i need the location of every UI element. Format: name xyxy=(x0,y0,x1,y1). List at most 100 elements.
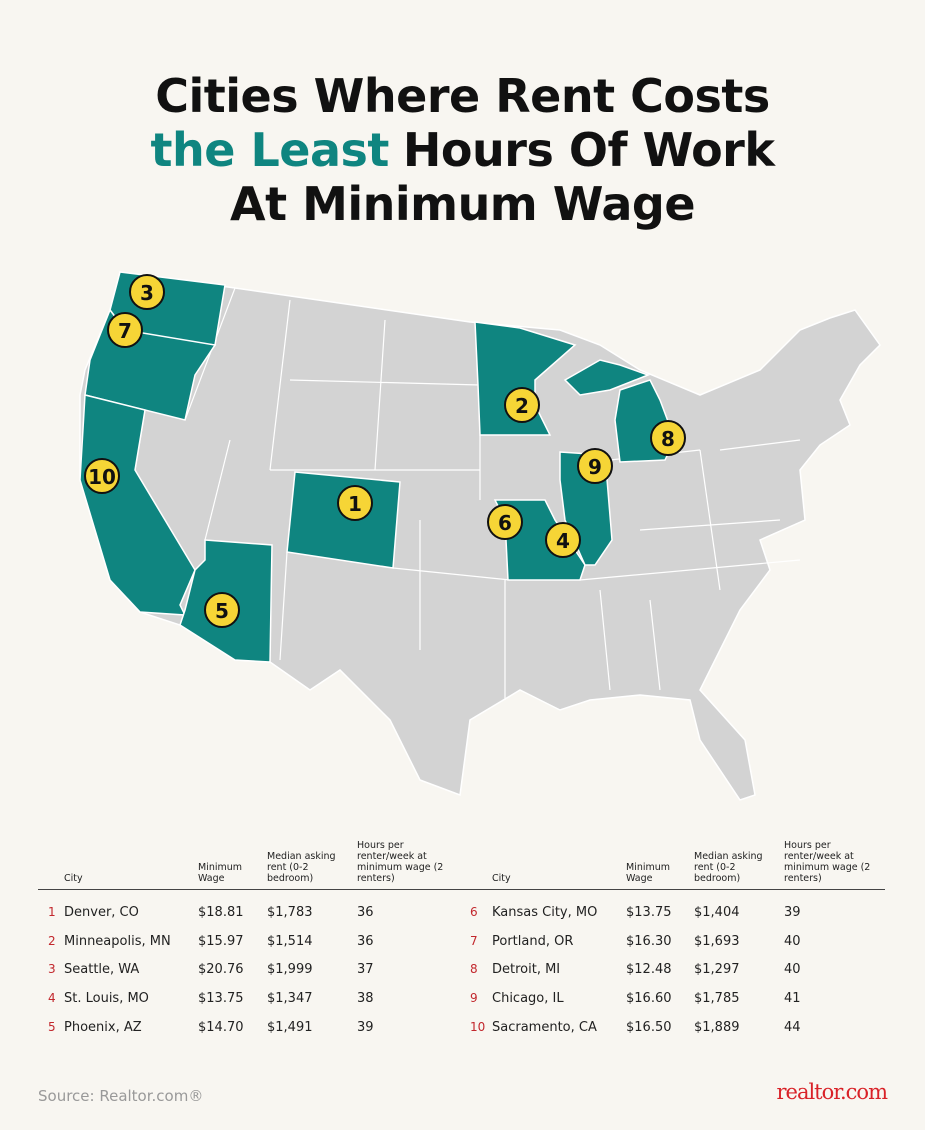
marker: 1 xyxy=(337,485,373,521)
cell: 38 xyxy=(357,991,374,1007)
header-cell-box: Median asking rent (0-2 bedroom) xyxy=(694,820,774,884)
marker-label: 4 xyxy=(556,529,570,553)
cell: 40 xyxy=(784,933,801,949)
marker: 6 xyxy=(487,504,523,540)
state-mi-upper xyxy=(563,359,651,396)
marker: 3 xyxy=(129,274,165,310)
header-cell: Minimum Wage xyxy=(198,862,243,884)
cell: $14.70 xyxy=(198,1019,244,1035)
marker-circle xyxy=(129,274,165,310)
cell: 36 xyxy=(357,905,374,920)
marker-label: 2 xyxy=(515,394,529,418)
marker-label: 3 xyxy=(140,281,154,305)
cell: Detroit, MI xyxy=(492,962,561,978)
cell: 44 xyxy=(784,1019,801,1035)
cell: $1,785 xyxy=(694,991,740,1007)
marker: 10 xyxy=(84,458,120,494)
header-cell: Median asking rent (0-2 bedroom) xyxy=(267,851,336,884)
marker-circle xyxy=(84,458,120,494)
cell: 41 xyxy=(784,991,801,1007)
logo: realtor.com xyxy=(776,1080,888,1104)
marker-label: 5 xyxy=(215,599,229,623)
cell: $20.76 xyxy=(198,962,244,978)
cell: St. Louis, MO xyxy=(64,991,149,1007)
rank: 1 xyxy=(48,905,56,919)
cell: 36 xyxy=(357,933,374,949)
title-highlight: the Least xyxy=(150,123,390,177)
marker-label: 9 xyxy=(588,455,602,479)
marker-circle xyxy=(504,387,540,423)
header-cell-box: Minimum Wage xyxy=(198,820,258,884)
marker-circle xyxy=(650,420,686,456)
cell: Portland, OR xyxy=(492,933,574,949)
cell: $12.48 xyxy=(626,962,672,978)
cell: 40 xyxy=(784,962,801,978)
cell: $16.50 xyxy=(626,1019,672,1035)
header-cell-box: Minimum Wage xyxy=(626,820,686,884)
cell: Kansas City, MO xyxy=(492,905,598,920)
cell: Denver, CO xyxy=(64,905,139,920)
cell: 37 xyxy=(357,962,374,978)
header-cell-box: City xyxy=(64,820,184,884)
marker-circle xyxy=(107,312,143,348)
cell: $1,297 xyxy=(694,962,740,978)
rank: 4 xyxy=(48,991,56,1006)
cell: Minneapolis, MN xyxy=(64,933,171,949)
header-cell-box: City xyxy=(492,820,612,884)
cell: $16.30 xyxy=(626,933,672,949)
rank: 7 xyxy=(470,933,478,948)
rank: 3 xyxy=(48,962,56,977)
marker-circle xyxy=(204,592,240,628)
header-cell: Minimum Wage xyxy=(626,862,671,884)
rank: 2 xyxy=(48,933,56,948)
header-cell-box: Median asking rent (0-2 bedroom) xyxy=(267,820,347,884)
cell: 39 xyxy=(357,1019,374,1035)
marker-label: 7 xyxy=(118,319,132,343)
marker-circle xyxy=(337,485,373,521)
rank: 10 xyxy=(470,1019,486,1034)
state-co xyxy=(286,471,401,569)
header-cell-box: Hours per renter/week at minimum wage (2… xyxy=(784,820,884,884)
cell: $1,999 xyxy=(267,962,313,978)
header-cell: Median asking rent (0-2 bedroom) xyxy=(694,851,763,884)
header-cell: City xyxy=(492,873,511,884)
cell: $18.81 xyxy=(198,905,244,920)
marker-circle xyxy=(577,448,613,484)
title-line: the Least Hours Of Work xyxy=(0,122,925,178)
markers: 1 2 3 4 5 6 7 8 9 10 xyxy=(84,274,686,628)
cell: $1,347 xyxy=(267,991,313,1007)
cell: 39 xyxy=(784,905,801,920)
header-cell: Hours per renter/week at minimum wage (2… xyxy=(784,840,871,884)
marker-label: 8 xyxy=(661,427,675,451)
cell: $13.75 xyxy=(198,991,244,1007)
marker-label: 10 xyxy=(88,465,116,489)
marker: 8 xyxy=(650,420,686,456)
state-ca xyxy=(79,394,196,616)
header-cell: City xyxy=(64,873,83,884)
cell: $15.97 xyxy=(198,933,244,949)
marker: 7 xyxy=(107,312,143,348)
rank: 6 xyxy=(470,905,478,919)
cell: $1,783 xyxy=(267,905,313,920)
cell: Chicago, IL xyxy=(492,991,564,1007)
title-line: At Minimum Wage xyxy=(229,177,696,231)
cell: $1,693 xyxy=(694,933,740,949)
rank: 5 xyxy=(48,1019,56,1034)
header-cell: Hours per renter/week at minimum wage (2… xyxy=(357,840,444,884)
us-map: 1 2 3 4 5 6 7 8 9 10 xyxy=(79,271,881,801)
title-line: Cities Where Rent Costs xyxy=(155,69,770,123)
cell: Sacramento, CA xyxy=(492,1019,597,1035)
cell: $1,491 xyxy=(267,1019,313,1035)
header-cell-box: Hours per renter/week at minimum wage (2… xyxy=(357,820,457,884)
cell: $13.75 xyxy=(626,905,672,920)
title-rest: Hours Of Work xyxy=(402,123,775,177)
header-rule xyxy=(38,889,885,890)
marker-circle xyxy=(545,522,581,558)
cell: $1,889 xyxy=(694,1019,740,1035)
cell: $1,404 xyxy=(694,905,740,920)
cell: $1,514 xyxy=(267,933,313,949)
marker: 2 xyxy=(504,387,540,423)
marker-circle xyxy=(487,504,523,540)
marker: 9 xyxy=(577,448,613,484)
